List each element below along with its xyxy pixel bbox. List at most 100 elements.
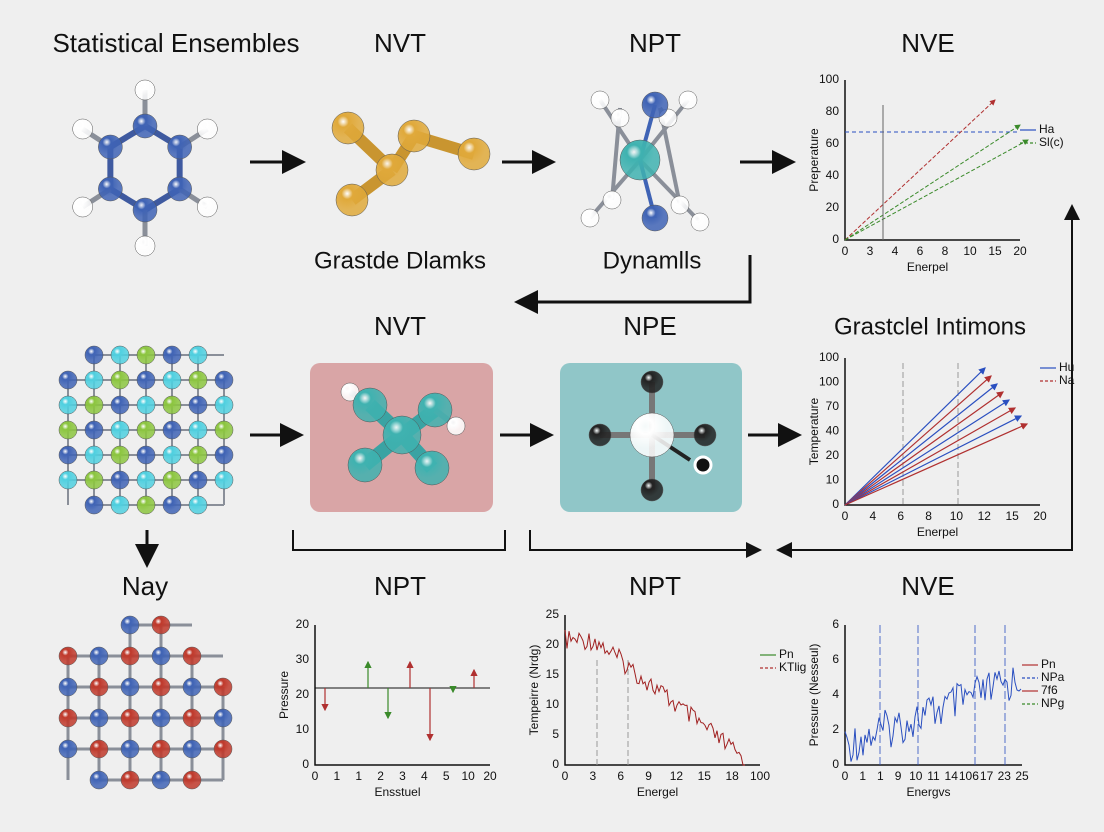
y-axis-label: Pressure (Nesseul) xyxy=(807,644,821,747)
x-tick-label: 12 xyxy=(978,509,992,523)
atom xyxy=(188,345,208,365)
legend-label: Ha xyxy=(1039,122,1055,136)
arrows xyxy=(135,150,1080,568)
x-tick-label: 4 xyxy=(892,244,899,258)
atom xyxy=(110,445,130,465)
x-tick-label: 0 xyxy=(842,509,849,523)
x-tick-label: 4 xyxy=(421,769,428,783)
atom xyxy=(214,370,234,390)
atom xyxy=(167,134,192,160)
x-tick-label: 15 xyxy=(988,244,1002,258)
heading: NVE xyxy=(901,28,954,58)
y-tick-label: 20 xyxy=(296,617,310,631)
x-tick-label: 10 xyxy=(909,769,923,783)
x-tick-label: 10 xyxy=(950,509,964,523)
y-tick-label: 0 xyxy=(832,232,839,246)
y-axis-label: Pressure xyxy=(277,671,291,719)
x-tick-label: 15 xyxy=(1005,509,1019,523)
atom xyxy=(84,495,104,515)
x-tick-label: 6 xyxy=(917,244,924,258)
x-tick-label: 3 xyxy=(590,769,597,783)
atom xyxy=(136,370,156,390)
atom xyxy=(136,495,156,515)
atom xyxy=(89,739,109,759)
legend-label: 7f6 xyxy=(1041,683,1058,697)
legend-label: Pn xyxy=(1041,657,1056,671)
atom xyxy=(214,445,234,465)
atom xyxy=(136,420,156,440)
atom xyxy=(151,615,171,635)
x-tick-label: 23 xyxy=(998,769,1012,783)
x-tick-label: 20 xyxy=(1033,509,1047,523)
decor xyxy=(844,124,1021,241)
atom xyxy=(457,137,491,171)
atom xyxy=(134,235,156,257)
caption: Dynamlls xyxy=(603,247,702,274)
atom xyxy=(670,195,690,215)
axis xyxy=(314,625,490,766)
decor xyxy=(844,399,1011,506)
atom xyxy=(602,190,622,210)
atom xyxy=(151,646,171,666)
atom xyxy=(151,708,171,728)
atom xyxy=(132,113,158,139)
atom xyxy=(89,770,109,790)
atom xyxy=(182,739,202,759)
atom xyxy=(414,450,450,486)
atom xyxy=(84,445,104,465)
atom xyxy=(110,370,130,390)
decor xyxy=(844,407,1017,506)
atom xyxy=(188,470,208,490)
atom xyxy=(375,153,409,187)
atom xyxy=(136,345,156,365)
atom xyxy=(58,420,78,440)
y-tick-label: 0 xyxy=(832,757,839,771)
atom xyxy=(110,395,130,415)
heading: NVT xyxy=(374,311,426,341)
atom xyxy=(188,445,208,465)
x-axis-label: Enerpel xyxy=(907,260,948,274)
axis xyxy=(564,615,760,766)
atom xyxy=(162,370,182,390)
y-tick-label: 60 xyxy=(826,136,840,150)
atom xyxy=(641,204,669,232)
x-axis-label: Energvs xyxy=(906,785,950,799)
atom xyxy=(98,134,123,160)
y-axis-label: Preperature xyxy=(807,128,821,192)
x-axis-label: Energel xyxy=(637,785,678,799)
x-tick-label: 14 xyxy=(945,769,959,783)
atom xyxy=(641,91,669,119)
decor xyxy=(844,367,986,506)
y-tick-label: 2 xyxy=(832,722,839,736)
x-tick-label: 25 xyxy=(1015,769,1029,783)
heading: Nay xyxy=(122,571,168,601)
atom xyxy=(182,770,202,790)
heading: NPE xyxy=(623,311,676,341)
atom xyxy=(120,770,140,790)
atom xyxy=(347,447,383,483)
x-tick-label: 106 xyxy=(959,769,979,783)
x-tick-label: 6 xyxy=(897,509,904,523)
atom xyxy=(162,420,182,440)
atom xyxy=(690,212,710,232)
x-tick-label: 12 xyxy=(670,769,684,783)
atom xyxy=(678,90,698,110)
atom xyxy=(89,708,109,728)
atom xyxy=(214,420,234,440)
atom xyxy=(162,470,182,490)
atom xyxy=(84,345,104,365)
atom xyxy=(132,197,158,223)
heading: NVE xyxy=(901,571,954,601)
y-tick-label: 0 xyxy=(552,757,559,771)
atom xyxy=(58,445,78,465)
atom xyxy=(588,423,612,447)
atom xyxy=(214,395,234,415)
x-tick-label: 0 xyxy=(842,769,849,783)
x-tick-label: 5 xyxy=(443,769,450,783)
x-tick-label: 8 xyxy=(925,509,932,523)
y-tick-label: 0 xyxy=(832,497,839,511)
legend-label: NPg xyxy=(1041,696,1064,710)
atom xyxy=(162,445,182,465)
x-tick-label: 0 xyxy=(842,244,849,258)
atom xyxy=(397,119,431,153)
